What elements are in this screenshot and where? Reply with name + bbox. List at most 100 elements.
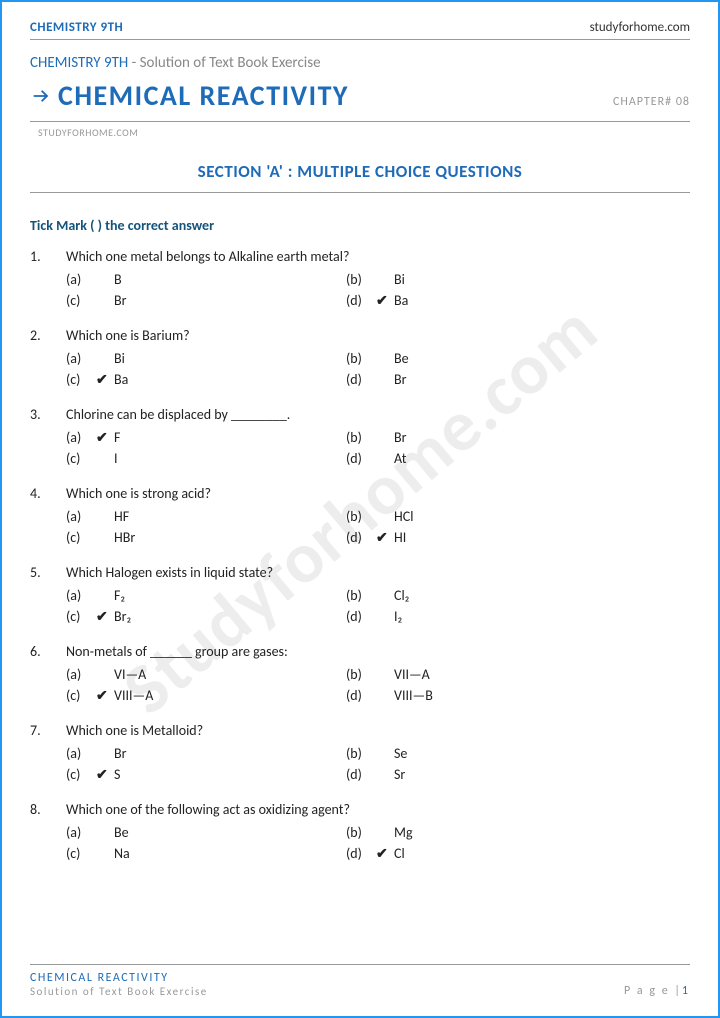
option-text: Cl <box>394 845 405 862</box>
check-icon: ✔ <box>96 766 114 783</box>
option-text: Mg <box>394 824 413 841</box>
option-label: (c) <box>66 845 96 862</box>
option-label: (c) <box>66 608 96 625</box>
option-label: (c) <box>66 450 96 467</box>
question-text-row: 5.Which Halogen exists in liquid state? <box>30 564 690 581</box>
subtitle: CHEMISTRY 9TH - Solution of Text Book Ex… <box>30 54 690 72</box>
option-label: (a) <box>66 508 96 525</box>
option-text: HI <box>394 529 406 546</box>
options-row: (a)Bi(b)Be <box>30 350 690 367</box>
option-label: (b) <box>346 429 376 446</box>
page-title: CHEMICAL REACTIVITY <box>58 78 613 113</box>
option: (a)F₂ <box>66 587 346 604</box>
option: (b) Br <box>346 429 690 446</box>
options-row: (a) B (b)Bi <box>30 271 690 288</box>
option-text: At <box>394 450 406 467</box>
option: (a)VI—A <box>66 666 346 683</box>
option-text: Br <box>394 371 407 388</box>
question-number: 8. <box>30 801 66 818</box>
check-icon: ✔ <box>96 687 114 704</box>
option-label: (a) <box>66 271 96 288</box>
question-text: Which one is strong acid? <box>66 485 211 502</box>
check-icon: ✔ <box>96 608 114 625</box>
footer-left: CHEMICAL REACTIVITY Solution of Text Boo… <box>30 971 208 998</box>
option-label: (a) <box>66 350 96 367</box>
option-text: Br <box>114 292 127 309</box>
question-number: 3. <box>30 406 66 423</box>
arrow-right-icon <box>30 85 58 107</box>
option-text: HCl <box>394 508 413 525</box>
footer-title: CHEMICAL REACTIVITY <box>30 971 208 985</box>
option-label: (b) <box>346 824 376 841</box>
subtitle-prefix: CHEMISTRY 9TH <box>30 54 128 72</box>
question: 2.Which one is Barium?(a)Bi(b)Be(c)✔Ba(d… <box>30 327 690 388</box>
option-text: Ba <box>114 371 128 388</box>
instruction: Tick Mark ( ) the correct answer <box>30 217 690 234</box>
question-number: 7. <box>30 722 66 739</box>
options-row: (a)Br(b)Se <box>30 745 690 762</box>
option-text: Br <box>394 429 407 446</box>
option-label: (d) <box>346 687 376 704</box>
option: (b) HCl <box>346 508 690 525</box>
question-text-row: 3.Chlorine can be displaced by ________. <box>30 406 690 423</box>
options-row: (c)✔Br₂(d)I₂ <box>30 608 690 625</box>
option-label: (a) <box>66 429 96 446</box>
option: (b)Bi <box>346 271 690 288</box>
subtitle-suffix: - Solution of Text Book Exercise <box>128 54 320 72</box>
options-row: (a)F₂(b) Cl₂ <box>30 587 690 604</box>
option-text: Br <box>114 745 127 762</box>
option-text: I <box>114 450 118 467</box>
option-label: (c) <box>66 766 96 783</box>
option: (c)HBr <box>66 529 346 546</box>
option-label: (b) <box>346 587 376 604</box>
option-label: (b) <box>346 508 376 525</box>
option-label: (b) <box>346 350 376 367</box>
question-number: 1. <box>30 248 66 265</box>
option-label: (b) <box>346 666 376 683</box>
option: (c)✔Ba <box>66 371 346 388</box>
question-text: Which one is Barium? <box>66 327 190 344</box>
options-row: (c)HBr(d)✔HI <box>30 529 690 546</box>
question-text: Which Halogen exists in liquid state? <box>66 564 273 581</box>
option: (c)✔Br₂ <box>66 608 346 625</box>
option-label: (c) <box>66 529 96 546</box>
section-title: SECTION 'A' : MULTIPLE CHOICE QUESTIONS <box>30 161 690 193</box>
option-text: Br₂ <box>114 608 131 625</box>
option-label: (a) <box>66 745 96 762</box>
option-text: Bi <box>114 350 125 367</box>
option: (a) B <box>66 271 346 288</box>
question-text: Which one metal belongs to Alkaline eart… <box>66 248 349 265</box>
option-text: I₂ <box>394 608 402 625</box>
option-text: Na <box>114 845 130 862</box>
options-row: (c)✔S(d)Sr <box>30 766 690 783</box>
option: (b) Cl₂ <box>346 587 690 604</box>
questions-container: 1.Which one metal belongs to Alkaline ea… <box>30 248 690 862</box>
question-text-row: 4.Which one is strong acid? <box>30 485 690 502</box>
option-label: (d) <box>346 529 376 546</box>
option: (c)✔VIII—A <box>66 687 346 704</box>
check-icon: ✔ <box>96 371 114 388</box>
title-row: CHEMICAL REACTIVITY CHAPTER# 08 <box>30 78 690 122</box>
question: 1.Which one metal belongs to Alkaline ea… <box>30 248 690 309</box>
option-text: Se <box>394 745 407 762</box>
options-row: (c)Br(d)✔Ba <box>30 292 690 309</box>
header-subject: CHEMISTRY 9TH <box>30 20 123 35</box>
options-row: (a)HF(b)HCl <box>30 508 690 525</box>
option-text: Ba <box>394 292 408 309</box>
option-text: B <box>114 271 122 288</box>
option-text: VIII—A <box>114 687 153 704</box>
question: 8.Which one of the following act as oxid… <box>30 801 690 862</box>
option: (a) Br <box>66 745 346 762</box>
option-text: F <box>114 429 120 446</box>
option-text: F₂ <box>114 587 125 604</box>
question-number: 6. <box>30 643 66 660</box>
option: (d)Br <box>346 371 690 388</box>
question-number: 2. <box>30 327 66 344</box>
sub-url: STUDYFORHOME.COM <box>38 126 690 139</box>
question-text: Which one is Metalloid? <box>66 722 203 739</box>
question-text-row: 6.Non-metals of ______ group are gases: <box>30 643 690 660</box>
option-label: (d) <box>346 608 376 625</box>
option-label: (d) <box>346 845 376 862</box>
option-text: Cl₂ <box>394 587 409 604</box>
question-text-row: 1.Which one metal belongs to Alkaline ea… <box>30 248 690 265</box>
